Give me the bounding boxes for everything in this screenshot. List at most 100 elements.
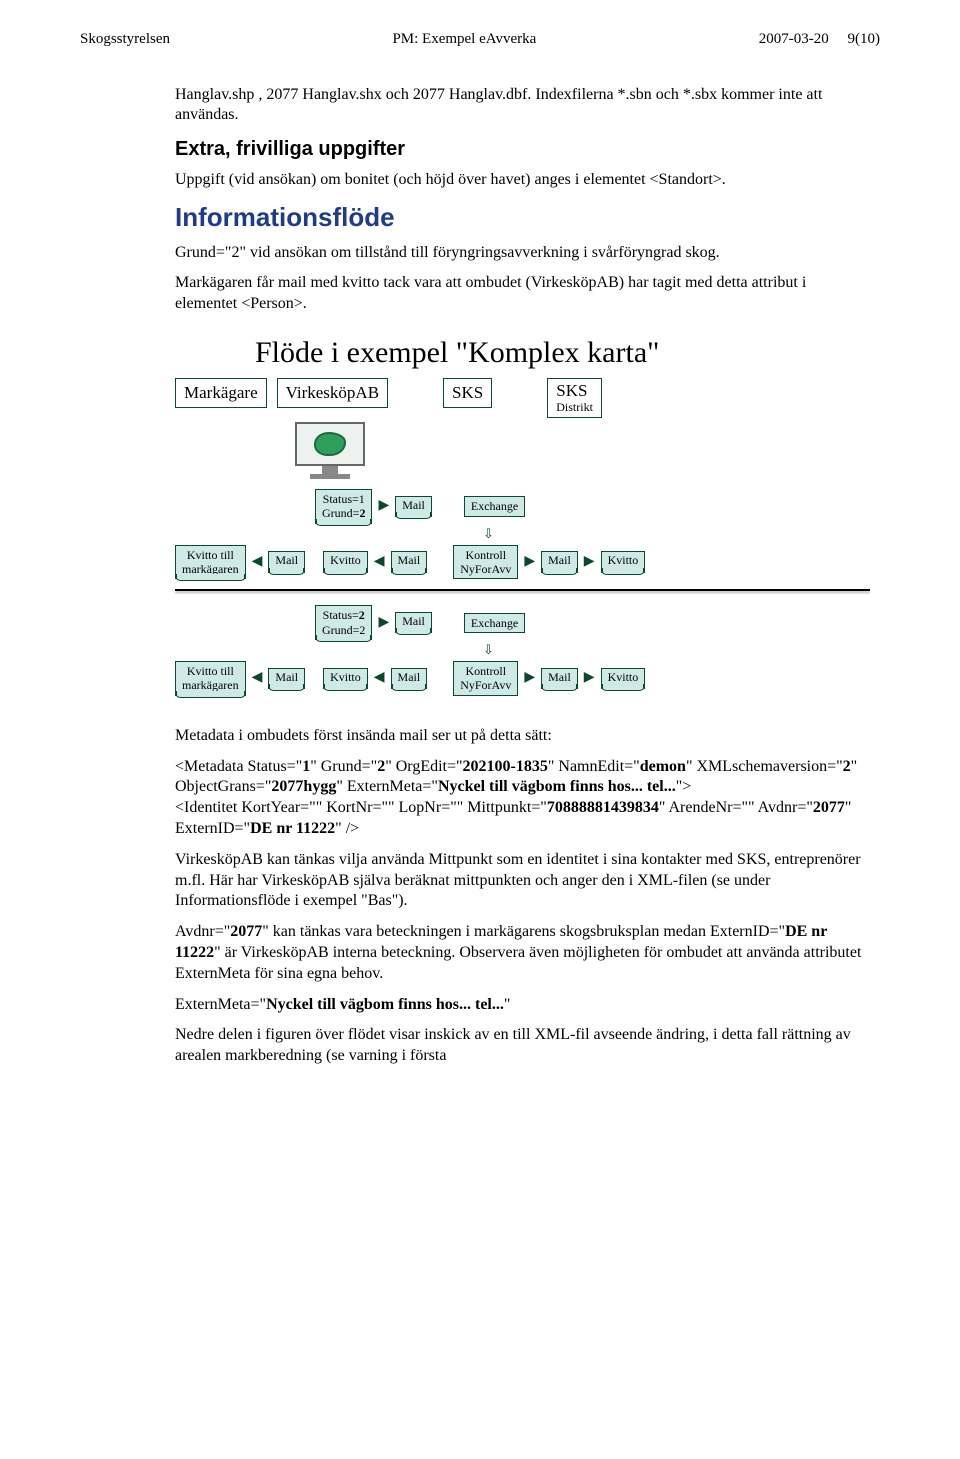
- xml-text: ">: [676, 778, 692, 795]
- arrow-icon: ◀: [252, 669, 263, 687]
- p6-text: Avdnr=": [175, 923, 230, 940]
- xml-text: " Grund=": [310, 758, 377, 775]
- paragraph-4: Markägaren får mail med kvitto tack vara…: [175, 273, 870, 315]
- monitor-icon: [295, 422, 365, 479]
- xml-bold: 2: [377, 758, 385, 775]
- node-kontroll-2: KontrollNyForAvv: [453, 661, 518, 696]
- paragraph-2: Uppgift (vid ansökan) om bonitet (och hö…: [175, 170, 870, 191]
- flow-down-arrow-2: ⇩: [480, 642, 870, 659]
- diagram-title: Flöde i exempel "Komplex karta": [255, 333, 870, 372]
- xml-text: " XMLschemaversion=": [686, 758, 843, 775]
- xml-bold: 2: [843, 758, 851, 775]
- paragraph-8: Nedre delen i figuren över flödet visar …: [175, 1025, 870, 1067]
- node-kvitto-4: Kvitto: [601, 668, 646, 689]
- paragraph-3: Grund="2" vid ansökan om tillstånd till …: [175, 243, 870, 264]
- xml-bold: 70888881439834: [547, 799, 659, 816]
- flow-upper-row2: Kvitto tillmarkägaren ◀ Mail Kvitto ◀ Ma…: [175, 545, 870, 580]
- flow-diagram: Flöde i exempel "Komplex karta" Markägar…: [175, 333, 870, 696]
- node-exchange-1: Exchange: [464, 496, 525, 516]
- header-right: 2007-03-20 9(10): [759, 30, 880, 50]
- paragraph-1: Hanglav.shp , 2077 Hanglav.shx och 2077 …: [175, 85, 870, 127]
- node-mail-3: Mail: [391, 551, 428, 572]
- node-kvitto-till-2: Kvitto tillmarkägaren: [175, 661, 246, 696]
- paragraph-metadata-intro: Metadata i ombudets först insända mail s…: [175, 726, 870, 747]
- p7-bold: Nyckel till vägbom finns hos... tel...: [266, 996, 504, 1013]
- heading-extra: Extra, frivilliga uppgifter: [175, 136, 870, 162]
- xml-bold: DE nr 11222: [250, 820, 335, 837]
- xml-bold: 2077: [813, 799, 845, 816]
- xml-bold: 202100-1835: [463, 758, 548, 775]
- map-blob-icon: [314, 432, 346, 456]
- xml-bold: Nyckel till vägbom finns hos... tel...: [438, 778, 676, 795]
- actor-virkeskop: VirkesköpAB: [277, 378, 388, 408]
- node-mail-2: Mail: [268, 551, 305, 572]
- node-kvitto-2: Kvitto: [601, 551, 646, 572]
- node-mail-1: Mail: [395, 496, 432, 517]
- diagram-divider: [175, 589, 870, 591]
- arrow-icon: ▶: [584, 553, 595, 571]
- node-mail-5: Mail: [395, 612, 432, 633]
- p6-bold: 2077: [230, 923, 262, 940]
- xml-text: <Identitet KortYear="" KortNr="" LopNr="…: [175, 799, 547, 816]
- actor-markagare: Markägare: [175, 378, 267, 408]
- arrow-icon: ▶: [524, 669, 535, 687]
- xml-text: " OrgEdit=": [385, 758, 462, 775]
- paragraph-7: ExternMeta="Nyckel till vägbom finns hos…: [175, 995, 870, 1016]
- header-title: PM: Exempel eAvverka: [392, 30, 536, 50]
- diagram-actors-row: Markägare VirkesköpAB SKS SKS Distrikt: [175, 378, 870, 418]
- monitor-base: [310, 474, 350, 479]
- node-kvitto-3: Kvitto: [323, 668, 368, 689]
- header-org: Skogsstyrelsen: [80, 30, 170, 50]
- actor-sks-distrikt: SKS Distrikt: [547, 378, 602, 418]
- node-exchange-2: Exchange: [464, 613, 525, 633]
- xml-text: " ExternMeta=": [336, 778, 438, 795]
- node-mail-6: Mail: [268, 668, 305, 689]
- arrow-icon: ▶: [378, 614, 389, 632]
- node-mail-7: Mail: [391, 668, 428, 689]
- paragraph-6: Avdnr="2077" kan tänkas vara beteckninge…: [175, 922, 870, 984]
- node-status1-text: Status=1Grund=2: [322, 492, 365, 520]
- flow-lower-row1: Status=2Grund=2 ▶ Mail Exchange: [315, 605, 870, 640]
- flow-down-arrow-1: ⇩: [480, 526, 870, 543]
- xml-text: " />: [335, 820, 359, 837]
- arrow-icon: ◀: [252, 553, 263, 571]
- header-page: 9(10): [847, 31, 880, 47]
- node-status1-bold: 2: [359, 506, 365, 520]
- arrow-icon: ▶: [584, 669, 595, 687]
- arrow-icon: ◀: [374, 553, 385, 571]
- monitor-stand: [322, 466, 338, 474]
- p7-text: ExternMeta=": [175, 996, 266, 1013]
- p6-text: " är VirkesköpAB interna beteckning. Obs…: [175, 944, 861, 982]
- arrow-icon: ◀: [374, 669, 385, 687]
- down-arrow-icon: ⇩: [483, 526, 494, 543]
- node-status2: Status=2Grund=2: [315, 605, 372, 640]
- paragraph-5: VirkesköpAB kan tänkas vilja använda Mit…: [175, 850, 870, 912]
- actor-sks-distrikt-1: SKS: [556, 381, 587, 400]
- xml-text: <Metadata Status=": [175, 758, 302, 775]
- xml-bold: demon: [640, 758, 686, 775]
- actor-sks: SKS: [443, 378, 492, 408]
- flow-upper-row1: Status=1Grund=2 ▶ Mail Exchange: [315, 489, 870, 524]
- xml-text: " ArendeNr="" Avdnr=": [659, 799, 813, 816]
- flow-lower-row2: Kvitto tillmarkägaren ◀ Mail Kvitto ◀ Ma…: [175, 661, 870, 696]
- metadata-xml-block: <Metadata Status="1" Grund="2" OrgEdit="…: [175, 757, 870, 840]
- heading-informationsflode: Informationsflöde: [175, 201, 870, 235]
- node-mail-8: Mail: [541, 668, 578, 689]
- p7-text: ": [504, 996, 511, 1013]
- actor-sks-distrikt-2: Distrikt: [556, 401, 593, 414]
- paragraph-3-text: Grund="2" vid ansökan om tillstånd till …: [175, 244, 720, 261]
- node-status1: Status=1Grund=2: [315, 489, 372, 524]
- node-status2-bold: 2: [359, 608, 365, 622]
- page-header: Skogsstyrelsen PM: Exempel eAvverka 2007…: [80, 30, 880, 50]
- node-kontroll-1: KontrollNyForAvv: [453, 545, 518, 580]
- down-arrow-icon: ⇩: [483, 642, 494, 659]
- arrow-icon: ▶: [378, 497, 389, 515]
- xml-text: " NamnEdit=": [548, 758, 640, 775]
- node-kvitto-1: Kvitto: [323, 551, 368, 572]
- p6-text: " kan tänkas vara beteckningen i markäga…: [262, 923, 785, 940]
- monitor-screen: [295, 422, 365, 466]
- arrow-icon: ▶: [524, 553, 535, 571]
- xml-bold: 2077hygg: [271, 778, 336, 795]
- header-date: 2007-03-20: [759, 31, 829, 47]
- node-mail-4: Mail: [541, 551, 578, 572]
